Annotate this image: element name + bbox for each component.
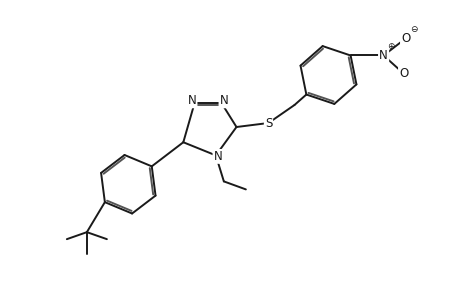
Text: N: N: [213, 150, 222, 163]
Text: S: S: [264, 116, 272, 130]
Text: N: N: [213, 150, 222, 163]
Text: N: N: [378, 49, 387, 62]
Text: O: O: [398, 67, 407, 80]
Text: N: N: [187, 94, 196, 107]
Text: N: N: [187, 94, 196, 107]
Text: O: O: [398, 67, 407, 80]
Text: N: N: [378, 49, 387, 62]
Text: O: O: [400, 32, 409, 45]
Text: ⊖: ⊖: [409, 26, 417, 34]
Text: ⊕: ⊕: [386, 43, 394, 52]
Text: O: O: [400, 32, 409, 45]
Text: N: N: [219, 94, 228, 107]
Text: N: N: [219, 94, 228, 107]
Text: S: S: [264, 116, 272, 130]
